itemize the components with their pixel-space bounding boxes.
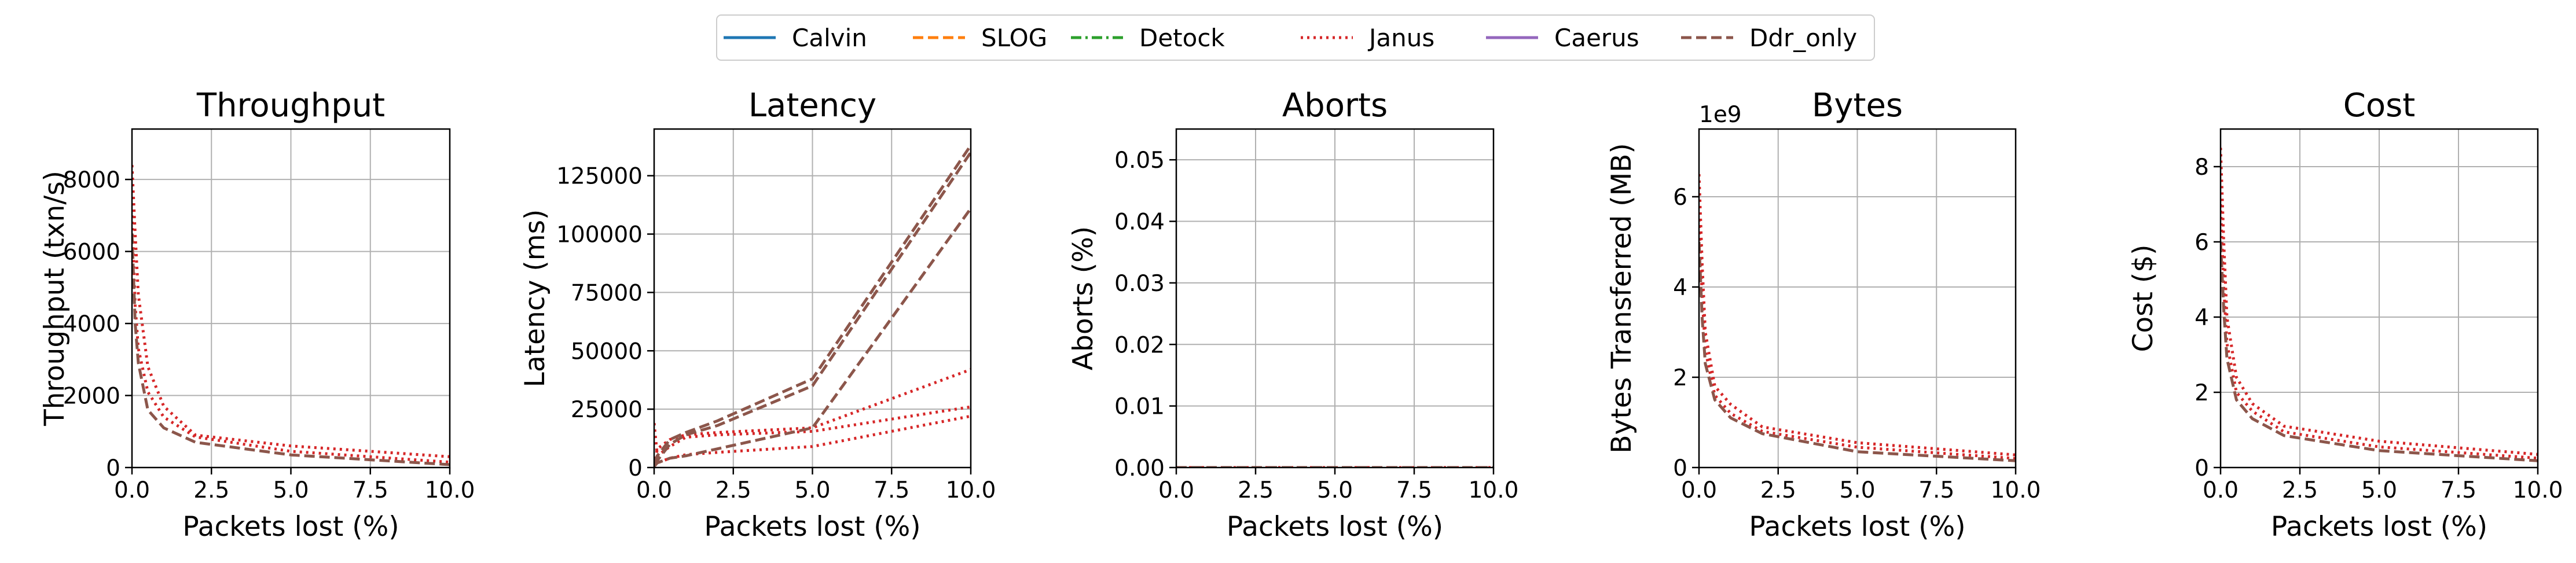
x-tick-label: 0.0 xyxy=(636,477,672,503)
x-axis-label: Packets lost (%) xyxy=(182,511,399,543)
y-tick-label: 0 xyxy=(106,455,120,481)
x-axis-label: Packets lost (%) xyxy=(2271,511,2487,543)
series-line-ddr_only xyxy=(1699,241,2016,462)
y-axis-label: Throughput (txn/s) xyxy=(39,171,71,426)
y-tick-label: 6 xyxy=(1673,185,1687,211)
y-tick-label: 0.04 xyxy=(1114,209,1165,235)
y-tick-label: 2000 xyxy=(63,384,120,410)
y-tick-label: 25000 xyxy=(571,397,643,423)
x-tick-label: 5.0 xyxy=(1839,477,1875,503)
legend-label-detock: Detock xyxy=(1139,24,1225,52)
y-tick-label: 2 xyxy=(2195,380,2209,406)
y-tick-label: 0.00 xyxy=(1114,455,1165,481)
chart-title: Aborts xyxy=(1282,87,1388,124)
legend-frame xyxy=(716,14,1875,61)
x-tick-label: 10.0 xyxy=(2513,477,2563,503)
y-axis-label: Latency (ms) xyxy=(519,209,551,388)
x-tick-label: 7.5 xyxy=(874,477,909,503)
x-axis-label: Packets lost (%) xyxy=(1749,511,1965,543)
chart-title: Cost xyxy=(2343,87,2416,124)
x-tick-label: 0.0 xyxy=(2203,477,2239,503)
y-tick-label: 0.03 xyxy=(1114,271,1165,297)
y-tick-label: 125000 xyxy=(556,164,643,190)
panel-cost: 0.0 2.5 5.0 7.5 10.0 0 2 4 6 8 Cost Packets lost (%… xyxy=(2127,87,2563,543)
y-tick-label: 4000 xyxy=(63,311,120,337)
series-group xyxy=(1699,174,2016,462)
x-tick-label: 7.5 xyxy=(2441,477,2476,503)
y-tick-label: 8000 xyxy=(63,167,120,193)
x-tick-label: 10.0 xyxy=(946,477,996,503)
x-tick-label: 0.0 xyxy=(1681,477,1717,503)
chart-title: Bytes xyxy=(1812,87,1903,124)
x-tick-label: 2.5 xyxy=(193,477,229,503)
x-tick-label: 7.5 xyxy=(353,477,388,503)
x-tick-label: 7.5 xyxy=(1396,477,1432,503)
y-tick-label: 6 xyxy=(2195,230,2209,256)
series-line-janus xyxy=(654,414,971,468)
x-tick-label: 5.0 xyxy=(1317,477,1353,503)
y-axis-label: Aborts (%) xyxy=(1067,226,1099,370)
chart-title: Latency xyxy=(748,87,876,124)
series-group xyxy=(2221,148,2538,462)
legend-label-slog: SLOG xyxy=(981,24,1047,52)
chart-panels: 0.0 2.5 5.0 7.5 10.002000400060008000Through… xyxy=(39,87,2563,543)
x-tick-label: 0.0 xyxy=(1158,477,1194,503)
series-line-ddr_only xyxy=(654,207,971,468)
y-tick-label: 0 xyxy=(628,455,643,481)
x-tick-label: 5.0 xyxy=(2361,477,2397,503)
series-line-ddr_only xyxy=(132,233,450,466)
x-tick-label: 2.5 xyxy=(1760,477,1796,503)
x-tick-label: 10.0 xyxy=(425,477,475,503)
x-tick-label: 2.5 xyxy=(1238,477,1274,503)
x-tick-label: 2.5 xyxy=(715,477,751,503)
y-tick-label: 0.05 xyxy=(1114,148,1165,174)
series-line-ddr_only xyxy=(654,144,971,463)
y-tick-label: 100000 xyxy=(556,222,643,248)
legend-label-ddr_only: Ddr_only xyxy=(1749,24,1857,52)
x-tick-label: 7.5 xyxy=(1918,477,1954,503)
legend-label-calvin: Calvin xyxy=(792,24,867,52)
legend-label-janus: Janus xyxy=(1367,24,1434,52)
x-axis-label: Packets lost (%) xyxy=(1227,511,1443,543)
series-line-ddr_only xyxy=(654,151,971,466)
series-group xyxy=(132,165,450,466)
y-axis-label: Bytes Transferred (MB) xyxy=(1606,143,1638,453)
y-tick-label: 0.01 xyxy=(1114,394,1165,420)
x-tick-label: 2.5 xyxy=(2282,477,2318,503)
x-tick-label: 10.0 xyxy=(1991,477,2041,503)
panel-aborts: 0.0 2.5 5.0 7.5 10.0 0.00 0.01 0.02 0.03 0.04 0.05… xyxy=(1067,87,1518,543)
panel-bytes: 0.0 2.5 5.0 7.5 10.0 0 2 4 6 Bytes Packets lost (%… xyxy=(1606,87,2041,543)
y-tick-label: 0 xyxy=(2195,455,2209,481)
y-axis-label: Cost ($) xyxy=(2127,244,2159,352)
panel-throughput: 0.0 2.5 5.0 7.5 10.002000400060008000Through… xyxy=(39,87,475,543)
x-tick-label: 0.0 xyxy=(114,477,150,503)
y-tick-label: 50000 xyxy=(571,338,643,365)
y-tick-label: 0 xyxy=(1673,455,1687,481)
y-tick-label: 75000 xyxy=(571,280,643,306)
chart-title: Throughput xyxy=(196,87,385,124)
x-tick-label: 5.0 xyxy=(794,477,830,503)
y-tick-label: 8 xyxy=(2195,154,2209,181)
y-offset-label: 1e9 xyxy=(1699,102,1742,128)
series-group xyxy=(654,144,971,468)
panel-latency: 0.0 2.5 5.0 7.5 10.0 0 25000 50000 75000 100000 12… xyxy=(519,87,996,543)
legend-label-caerus: Caerus xyxy=(1554,24,1639,52)
x-tick-label: 10.0 xyxy=(1469,477,1519,503)
series-line-ddr_only xyxy=(2221,241,2538,462)
series-line-janus xyxy=(132,165,450,458)
x-axis-label: Packets lost (%) xyxy=(704,511,920,543)
legend: Calvin SLOG Detock Janus Caerus Ddr_only xyxy=(716,14,1875,61)
y-tick-label: 4 xyxy=(1673,275,1687,301)
y-tick-label: 6000 xyxy=(63,240,120,266)
y-tick-label: 0.02 xyxy=(1114,332,1165,358)
y-tick-label: 4 xyxy=(2195,305,2209,331)
series-line-janus xyxy=(2221,204,2538,460)
y-tick-label: 2 xyxy=(1673,365,1687,391)
x-tick-label: 5.0 xyxy=(273,477,309,503)
